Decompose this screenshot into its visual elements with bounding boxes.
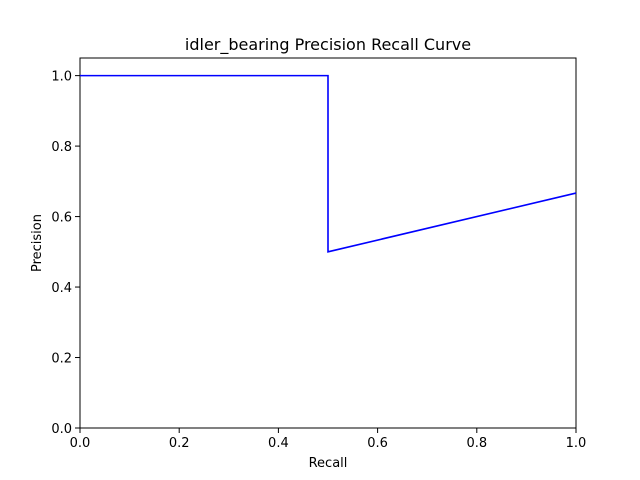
chart-title: idler_bearing Precision Recall Curve <box>185 35 471 55</box>
y-tick-label: 0.0 <box>51 422 72 437</box>
plot-frame <box>79 57 577 429</box>
y-tick-label: 1.0 <box>51 70 72 85</box>
y-tick-label: 0.8 <box>51 140 72 155</box>
precision-recall-line <box>80 74 577 253</box>
x-axis-ticks: 0.0 0.2 0.4 0.6 0.8 1.0 <box>70 428 587 451</box>
x-axis-title: Recall <box>309 456 348 471</box>
y-tick-label: 0.4 <box>51 281 72 296</box>
y-tick-label: 0.6 <box>51 211 72 226</box>
plot-area: 0.0 0.2 0.4 0.6 0.8 1.0 0.0 0.2 0.4 0.6 0.8 1.0 <box>51 57 587 451</box>
y-axis-ticks: 0.0 0.2 0.4 0.6 0.8 1.0 <box>51 70 80 437</box>
x-tick-label: 0.0 <box>70 436 91 451</box>
x-tick-label: 0.6 <box>367 436 388 451</box>
x-tick-label: 0.2 <box>169 436 190 451</box>
x-tick-label: 0.8 <box>466 436 487 451</box>
y-axis-title: Precision <box>30 214 45 272</box>
x-tick-label: 0.4 <box>268 436 289 451</box>
x-tick-label: 1.0 <box>566 436 587 451</box>
y-tick-label: 0.2 <box>51 352 72 367</box>
series-layer <box>80 74 577 253</box>
